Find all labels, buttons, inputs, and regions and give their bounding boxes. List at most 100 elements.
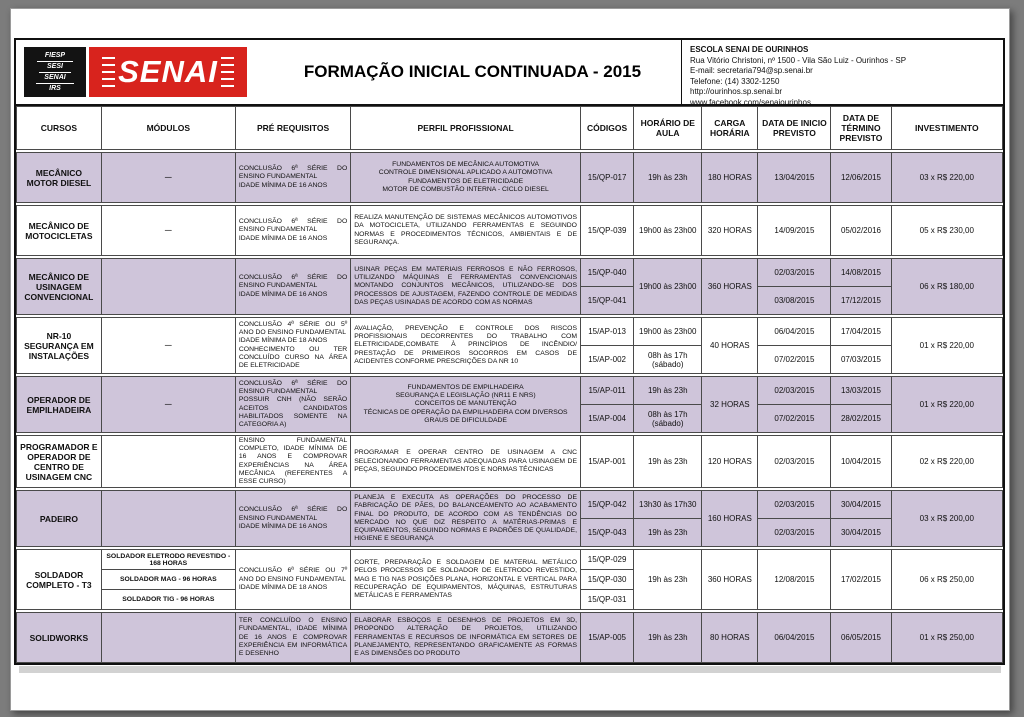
cell-data-termino: 06/05/2015: [830, 612, 892, 664]
cell-horario: 13h30 às 17h30: [633, 490, 703, 520]
cell-horario: 19h00 às 23h00: [633, 258, 703, 315]
cell-data-termino: 12/06/2015: [830, 152, 892, 203]
pre-requisito-line: IDADE MÍNIMA DE 16 ANOS: [238, 290, 328, 298]
cell-horario: 19h00 às 23h00: [633, 205, 703, 256]
cell-curso: MECÂNICO DE MOTOCICLETAS: [16, 205, 102, 256]
cell-modulo: —: [100, 376, 236, 433]
cell-data-termino: 10/04/2015: [830, 434, 892, 489]
affiliate-label: SENAI: [36, 74, 74, 84]
affiliate-label: SESI: [39, 63, 71, 73]
perfil-line: REALIZA MANUTENÇÃO DE SISTEMAS MECÂNICOS…: [354, 214, 577, 246]
cell-pre-requisitos: CONCLUSÃO 6ª SÉRIE DO ENSINO FUNDAMENTAL…: [234, 376, 352, 433]
cell-perfil-profissional: ELABORAR ESBOÇOS E DESENHOS DE PROJETOS …: [350, 612, 581, 664]
perfil-line: AVALIAÇÃO, PREVENÇÃO E CONTROLE DOS RISC…: [354, 324, 577, 365]
cell-data-inicio: 02/03/2015: [757, 518, 832, 548]
cell-data-termino: 14/08/2015: [830, 258, 892, 287]
pre-requisito-line: CONCLUSÃO 6ª SÉRIE DO ENSINO FUNDAMENTAL: [238, 274, 348, 290]
pre-requisito-line: ENSINO FUNDAMENTAL COMPLETO, IDADE MÍNIM…: [238, 437, 348, 486]
cell-curso: PADEIRO: [16, 490, 102, 548]
senai-logo: FIESP SESI SENAI IRS SENAI: [16, 40, 264, 104]
cell-horario: 19h às 23h: [633, 612, 703, 664]
cell-codigo: 15/AP-013: [579, 317, 635, 346]
header-row: CURSOS MÓDULOS PRÉ REQUISITOS PERFIL PROFIS…: [16, 106, 1004, 150]
table-row: 15/AP-004 08h às 17h (sábado) 07/02/2015 28…: [17, 404, 1003, 433]
cell-carga-horaria: 80 HORAS: [701, 612, 759, 664]
page-title: FORMAÇÃO INICIAL CONTINUADA - 2015: [303, 62, 642, 81]
table-row: NR-10 SEGURANÇA EM INSTALAÇÕES — CONCLUSÃO…: [16, 317, 1004, 374]
perfil-line: USINAR PEÇAS EM MATERIAIS FERROSOS E NÃO…: [354, 265, 577, 306]
school-facebook: www.facebook.com/senaiourinhos: [690, 97, 811, 107]
cell-data-inicio: 06/04/2015: [757, 317, 832, 346]
cell-modulo: [100, 612, 236, 664]
cell-data-inicio: 02/03/2015: [757, 434, 832, 489]
fiesp-sesi-senai-irs-badge: FIESP SESI SENAI IRS: [24, 47, 86, 97]
pre-requisito-line: IDADE MÍNIMA DE 18 ANOS: [238, 337, 328, 345]
cell-investimento: 01 x R$ 220,00: [890, 317, 1004, 374]
perfil-line: TÉCNICAS DE OPERAÇÃO DA EMPILHADEIRA COM…: [363, 408, 568, 424]
document-header: FIESP SESI SENAI IRS SENAI FORMAÇÃO INIC…: [16, 40, 1003, 107]
cell-modulo: SOLDADOR TIG - 96 HORAS: [100, 589, 236, 611]
pre-requisito-line: CONCLUSÃO 6ª SÉRIE DO ENSINO FUNDAMENTAL: [238, 165, 348, 181]
cell-curso: OPERADOR DE EMPILHADEIRA: [16, 376, 102, 433]
pre-requisito-line: POSSUIR CNH (NÃO SERÃO ACEITOS CANDIDATO…: [238, 396, 348, 428]
cell-data-termino: 30/04/2015: [830, 490, 892, 520]
table-shadow: [19, 666, 1001, 673]
pre-requisito-line: IDADE MÍNIMA DE 18 ANOS: [238, 583, 328, 591]
column-header: DATA DE INICIO PREVISTO: [757, 106, 832, 150]
cell-data-inicio: 07/02/2015: [757, 404, 832, 433]
school-email: E-mail: secretaria794@sp.senai.br: [690, 66, 813, 75]
pre-requisito-line: CONCLUSÃO 6ª SÉRIE DO ENSINO FUNDAMENTAL: [238, 506, 348, 522]
column-header: DATA DE TÉRMINO PREVISTO: [830, 106, 892, 150]
cell-pre-requisitos: ENSINO FUNDAMENTAL COMPLETO, IDADE MÍNIM…: [234, 434, 352, 489]
course-band-2: MECÂNICO DE USINAGEM CONVENCIONAL CONCLUS…: [16, 258, 1004, 315]
perfil-line: FUNDAMENTOS DE EMPILHADEIRA: [407, 383, 524, 391]
table-row: 15/AP-002 08h às 17h (sábado) 07/02/2015 07…: [17, 345, 1003, 374]
cell-investimento: 05 x R$ 230,00: [890, 205, 1004, 256]
cell-data-termino: 07/03/2015: [830, 345, 892, 374]
pre-requisito-line: CONCLUSÃO 4ª SÉRIE OU 5º ANO DO ENSINO F…: [238, 320, 348, 337]
table-row: PADEIRO CONCLUSÃO 6ª SÉRIE DO ENSINO FUND…: [16, 490, 1004, 548]
school-address: Rua Vitório Christoni, nº 1500 - Vila Sã…: [690, 55, 907, 65]
cell-investimento: 06 x R$ 250,00: [890, 549, 1004, 611]
cell-data-inicio: 14/09/2015: [757, 205, 832, 256]
cell-codigo: 15/QP-039: [579, 205, 635, 256]
perfil-line: PLANEJA E EXECUTA AS OPERAÇÕES DO PROCES…: [354, 494, 577, 543]
cell-codigo: 15/QP-040: [579, 258, 635, 287]
cell-data-inicio: 06/04/2015: [757, 612, 832, 664]
school-phone: Telefone: (14) 3302-1250: [690, 76, 780, 86]
cell-carga-horaria: 360 HORAS: [701, 258, 759, 315]
table-row: SOLDADOR COMPLETO - T3 SOLDADOR ELETRODO …: [16, 549, 1004, 611]
cell-horario: 19h às 23h: [633, 434, 703, 489]
perfil-line: ELABORAR ESBOÇOS E DESENHOS DE PROJETOS …: [354, 617, 577, 658]
cell-data-inicio: 02/03/2015: [757, 258, 832, 287]
table-row: SOLIDWORKS TER CONCLUÍDO O ENSINO FUNDAME…: [16, 612, 1004, 664]
perfil-line: FUNDAMENTOS DE MECÂNICA AUTOMOTIVA: [392, 161, 540, 169]
cell-data-inicio: 02/03/2015: [757, 490, 832, 520]
document-page: FIESP SESI SENAI IRS SENAI FORMAÇÃO INIC…: [10, 8, 1010, 711]
courses-table: CURSOS MÓDULOS PRÉ REQUISITOS PERFIL PROFIS…: [16, 106, 1004, 664]
cell-codigo: 15/QP-031: [579, 589, 635, 611]
table-row: OPERADOR DE EMPILHADEIRA — CONCLUSÃO 6ª SÉ…: [16, 376, 1004, 433]
cell-curso: PROGRAMADOR E OPERADOR DE CENTRO DE USIN…: [16, 434, 102, 489]
column-header: CÓDIGOS: [579, 106, 635, 150]
pre-requisito-line: IDADE MÍNIMA DE 16 ANOS: [238, 234, 328, 242]
cell-modulo: [100, 434, 236, 489]
school-info-block: ESCOLA SENAI DE OURINHOS Rua Vitório Chr…: [681, 40, 1003, 107]
table-row: 15/QP-041 03/08/2015 17/12/2015: [17, 286, 1003, 315]
cell-data-termino: 17/12/2015: [830, 286, 892, 315]
perfil-line: FUNDAMENTOS DE ELETRICIDADE: [408, 177, 524, 185]
cell-data-termino: 05/02/2016: [830, 205, 892, 256]
cell-data-termino: 30/04/2015: [830, 518, 892, 548]
cell-horario: 19h às 23h: [633, 549, 703, 611]
cell-modulo: —: [100, 152, 236, 203]
cell-codigo: 15/AP-004: [579, 404, 635, 433]
cell-horario: 19h às 23h: [633, 376, 703, 405]
cell-pre-requisitos: CONCLUSÃO 6ª SÉRIE DO ENSINO FUNDAMENTAL…: [234, 205, 352, 256]
cell-investimento: 06 x R$ 180,00: [890, 258, 1004, 315]
perfil-line: CONCEITOS DE MANUTENÇÃO: [414, 400, 517, 408]
affiliate-label: FIESP: [36, 52, 74, 62]
cell-codigo: 15/QP-043: [579, 518, 635, 548]
cell-data-termino: 28/02/2015: [830, 404, 892, 433]
document-border: FIESP SESI SENAI IRS SENAI FORMAÇÃO INIC…: [14, 38, 1005, 666]
